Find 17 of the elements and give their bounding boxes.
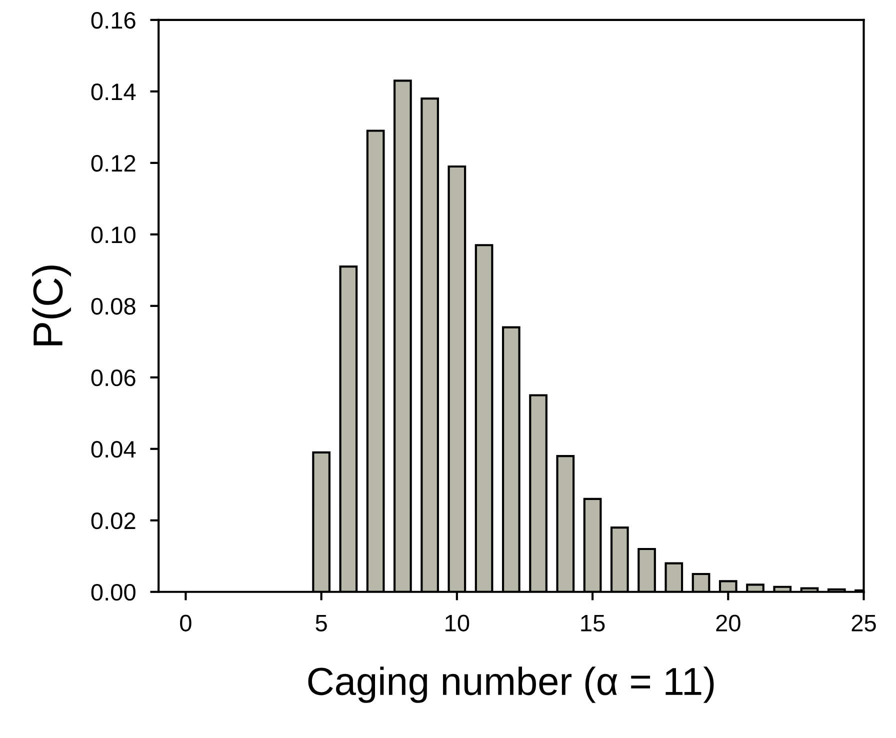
- y-tick-label: 0.04: [91, 440, 136, 458]
- y-tick-label: 0.00: [91, 584, 136, 601]
- x-axis-title: Caging number (α = 11): [308, 666, 714, 703]
- y-tick-label: 0.06: [91, 369, 136, 386]
- x-tick-label: 25: [852, 614, 876, 632]
- y-axis-title: P(C): [32, 266, 71, 346]
- y-tick-label: 0.12: [91, 154, 136, 172]
- x-tick-label: 0: [180, 614, 192, 632]
- x-tick-label: 20: [716, 614, 740, 632]
- y-tick-label: 0.16: [91, 12, 136, 29]
- x-tick-label: 15: [581, 614, 605, 632]
- y-tick-label: 0.10: [91, 226, 136, 244]
- y-tick-label: 0.02: [91, 512, 136, 530]
- x-tick-label: 10: [446, 614, 470, 632]
- x-tick-label: 5: [316, 614, 327, 632]
- y-tick-label: 0.08: [91, 298, 136, 315]
- y-tick-label: 0.14: [91, 83, 136, 100]
